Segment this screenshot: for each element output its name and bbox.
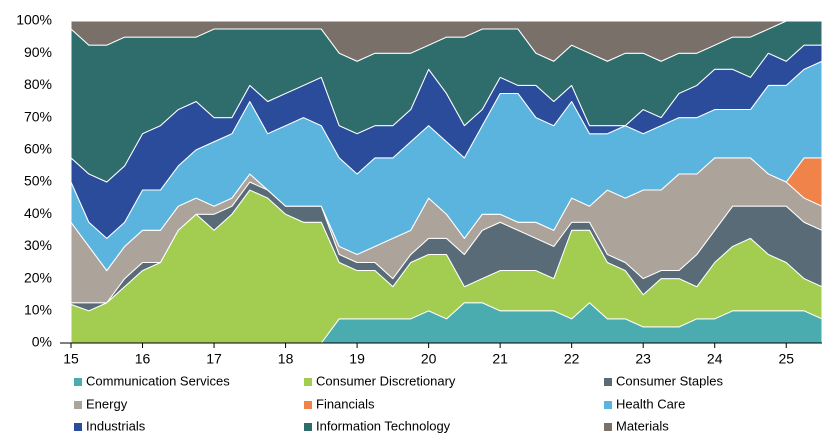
legend-swatch	[304, 401, 312, 409]
x-tick-label: 21	[492, 351, 508, 367]
legend-label: Communication Services	[86, 373, 230, 388]
y-tick-label: 100%	[16, 12, 52, 28]
legend-label: Energy	[86, 396, 128, 411]
y-tick-label: 20%	[24, 269, 52, 285]
y-tick-label: 50%	[24, 173, 52, 189]
legend-swatch	[604, 423, 612, 431]
y-tick-label: 10%	[24, 302, 52, 318]
y-tick-label: 90%	[24, 44, 52, 60]
y-tick-label: 70%	[24, 108, 52, 124]
x-tick-label: 20	[421, 351, 437, 367]
legend-swatch	[74, 423, 82, 431]
legend-label: Health Care	[616, 396, 685, 411]
x-tick-label: 18	[278, 351, 294, 367]
y-tick-label: 30%	[24, 237, 52, 253]
x-tick-label: 25	[778, 351, 794, 367]
legend-label: Consumer Staples	[616, 373, 723, 388]
legend-swatch	[304, 423, 312, 431]
x-tick-label: 22	[564, 351, 580, 367]
legend-label: Industrials	[86, 418, 146, 433]
legend-swatch	[604, 401, 612, 409]
legend-swatch	[604, 378, 612, 386]
legend-label: Financials	[316, 396, 375, 411]
legend-swatch	[74, 378, 82, 386]
x-tick-label: 24	[707, 351, 723, 367]
legend-swatch	[74, 401, 82, 409]
y-tick-label: 80%	[24, 76, 52, 92]
x-tick-label: 19	[349, 351, 365, 367]
legend-label: Materials	[616, 418, 669, 433]
y-tick-label: 0%	[32, 334, 52, 350]
legend-swatch	[304, 378, 312, 386]
legend-label: Information Technology	[316, 418, 451, 433]
x-tick-label: 23	[635, 351, 651, 367]
x-tick-label: 16	[135, 351, 151, 367]
x-tick-label: 17	[206, 351, 222, 367]
y-tick-label: 60%	[24, 141, 52, 157]
legend-label: Consumer Discretionary	[316, 373, 456, 388]
y-tick-label: 40%	[24, 205, 52, 221]
x-tick-label: 15	[63, 351, 79, 367]
area	[70, 20, 823, 62]
